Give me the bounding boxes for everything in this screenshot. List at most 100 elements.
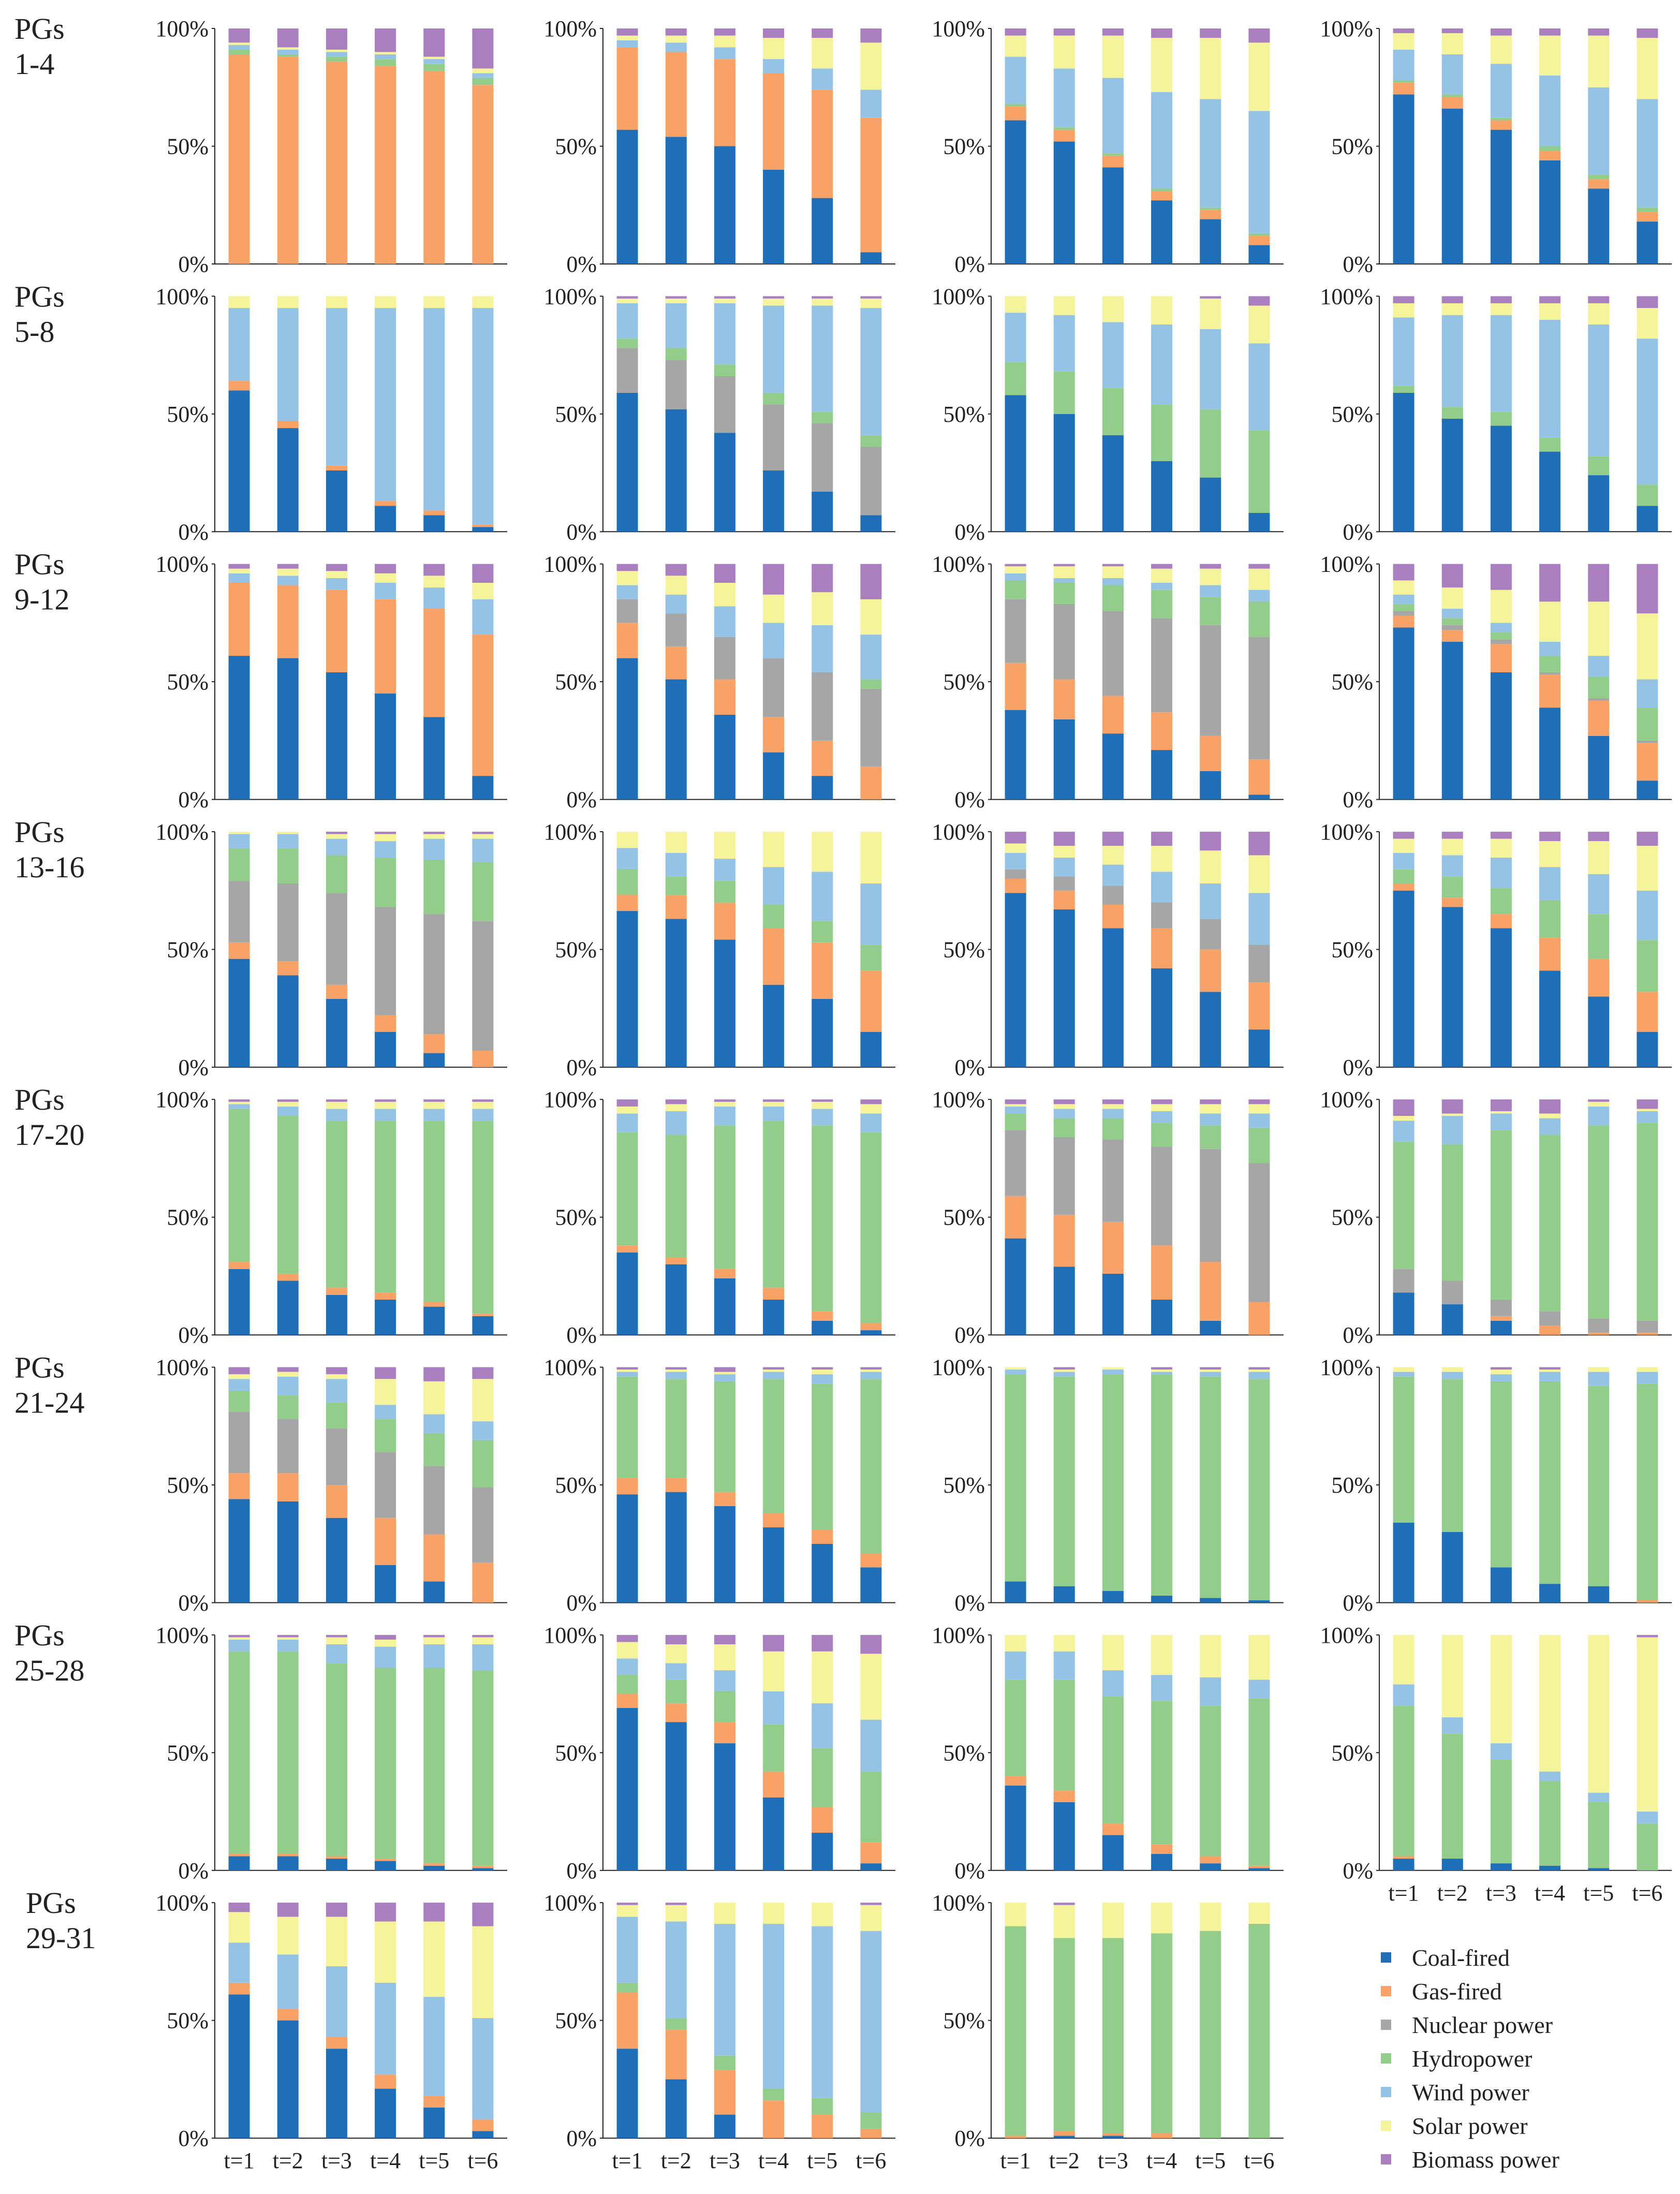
panel-pg-19-bar-t=1-solar-power [1005,1104,1026,1107]
panel-pg-20-ytick-label: 100% [1320,1087,1373,1112]
row-label-8: PGs 29-31 [26,1886,96,1955]
panel-pg-18-bar-t=4-hydropower [763,1121,785,1288]
panel-pg-21-bar-t=6-solar-power [472,1379,494,1422]
panel-pg-21-bar-t=6-wind-power [472,1421,494,1440]
xtick-label-col3: t=5 [1195,2148,1226,2173]
panel-pg-1-bar-t=1-hydropower [228,49,250,55]
panel-pg-28-bar-t=4-wind-power [1539,1771,1561,1781]
panel-pg-8-bar-t=2-solar-power [1441,303,1463,315]
panel-pg-26-bar-t=3-biomass-power [714,1635,735,1644]
panel-pg-21-bar-t=4-solar-power [375,1379,396,1405]
panel-pg-21-bar-t=3-coal-fired [326,1518,347,1603]
panel-pg-19-bar-t=4-biomass-power [1151,1099,1173,1105]
panel-pg-28-bar-t=1-coal-fired [1393,1859,1414,1871]
panel-pg-23-bar-t=1-coal-fired [1005,1581,1026,1603]
panel-pg-16-ytick-label: 50% [1331,937,1373,962]
panel-pg-16-bar-t=5-wind-power [1588,874,1610,915]
panel-pg-10-bar-t=2-wind-power [665,594,687,614]
panel-pg-14-bar-t=1-wind-power [616,848,638,869]
panel-pg-27-bar-t=3-coal-fired [1102,1835,1124,1871]
panel-pg-8-ytick-label: 100% [1320,284,1373,309]
panel-pg-17-bar-t=6-solar-power [472,1101,494,1109]
panel-pg-6-bar-t=1-solar-power [616,298,638,303]
panel-pg-7-bar-t=1-coal-fired [1005,395,1026,532]
panel-pg-15-bar-t=4-solar-power [1151,846,1173,872]
panel-pg-3-bar-t=4-coal-fired [1151,200,1173,264]
panel-pg-29-bar-t=1-wind-power [228,1942,250,1983]
panel-pg-10-bar-t=1-nuclear-power [616,599,638,623]
panel-pg-5-bar-t=6-coal-fired [472,527,494,532]
panel-pg-26-bar-t=5-biomass-power [812,1635,833,1652]
panel-pg-15-bar-t=2-coal-fired [1053,909,1075,1067]
panel-pg-21-bar-t=5-gas-fired [423,1534,445,1582]
panel-pg-28-bar-t=5-solar-power [1588,1635,1610,1793]
panel-pg-27-bar-t=1-solar-power [1005,1635,1026,1652]
panel-pg-13-bar-t=6-wind-power [472,838,494,863]
panel-pg-7-bar-t=5-biomass-power [1200,296,1221,299]
panel-pg-30-bar-t=2-hydropower [665,2018,687,2030]
panel-pg-27-bar-t=1-coal-fired [1005,1786,1026,1871]
panel-pg-18-bar-t=5-biomass-power [812,1099,833,1102]
panel-pg-11-bar-t=1-solar-power [1005,566,1026,573]
panel-pg-3-bar-t=6-biomass-power [1248,28,1270,43]
panel-pg-17-bar-t=2-coal-fired [277,1280,299,1335]
panel-pg-12-bar-t=3-solar-power [1490,590,1512,623]
panel-pg-20-bar-t=6-solar-power [1637,1109,1658,1111]
panel-pg-6-bar-t=3-biomass-power [714,296,735,299]
panel-pg-16-bar-t=2-solar-power [1441,838,1463,856]
panel-pg-11-ytick-label: 0% [954,787,985,813]
panel-pg-3-bar-t=4-hydropower [1151,188,1173,191]
panel-pg-16-bar-t=2-wind-power [1441,855,1463,877]
panel-pg-26-bar-t=1-solar-power [616,1642,638,1659]
panel-pg-29-bar-t=6-gas-fired [472,2119,494,2131]
panel-pg-30-bar-t=3-wind-power [714,1924,735,2056]
panel-pg-31-ytick-label: 50% [943,2008,985,2034]
panel-pg-21-bar-t=5-biomass-power [423,1367,445,1381]
panel-pg-8-ytick-label: 50% [1331,402,1373,427]
xtick-label-col3: t=1 [1000,2148,1031,2173]
panel-pg-15-bar-t=5-wind-power [1200,884,1221,919]
legend-label-solar-power: Solar power [1412,2113,1528,2139]
panel-pg-20-bar-t=3-hydropower [1490,1130,1512,1300]
panel-pg-25-bar-t=2-coal-fired [277,1856,299,1871]
panel-pg-19-bar-t=2-nuclear-power [1053,1137,1075,1215]
panel-pg-17-bar-t=5-solar-power [423,1101,445,1109]
panel-pg-22-bar-t=4-wind-power [763,1372,785,1379]
panel-pg-10-bar-t=6-solar-power [860,599,882,635]
panel-pg-29-bar-t=5-wind-power [423,1997,445,2096]
panel-pg-15-bar-t=3-wind-power [1102,864,1124,886]
panel-pg-7-bar-t=4-hydropower [1151,404,1173,461]
panel-pg-29-bar-t=3-wind-power [326,1966,347,2037]
legend-swatch-wind-power [1381,2087,1391,2097]
panel-pg-2-bar-t=6-biomass-power [860,28,882,43]
panel-pg-9-bar-t=3-wind-power [326,578,347,590]
panel-pg-12-bar-t=5-solar-power [1588,601,1610,656]
panel-pg-25-bar-t=4-hydropower [375,1668,396,1859]
panel-pg-15-bar-t=5-coal-fired [1200,992,1221,1067]
panel-pg-14-bar-t=5-coal-fired [812,998,833,1067]
panel-pg-4-ytick-label: 50% [1331,134,1373,159]
panel-pg-19-bar-t=1-gas-fired [1005,1196,1026,1239]
panel-pg-17-bar-t=3-coal-fired [326,1294,347,1335]
panel-pg-13-ytick-label: 0% [178,1055,209,1080]
panel-pg-24-bar-t=5-hydropower [1588,1386,1610,1586]
panel-pg-28-ytick-label: 0% [1343,1858,1373,1883]
panel-pg-17-ytick-label: 0% [178,1322,209,1348]
panel-pg-6-ytick-label: 0% [566,519,597,544]
panel-pg-16-bar-t=3-solar-power [1490,838,1512,858]
panel-pg-12-bar-t=6-gas-fired [1637,743,1658,781]
panel-pg-31-bar-t=2-hydropower [1053,1938,1075,2131]
panel-pg-31-bar-t=4-solar-power [1151,1903,1173,1934]
panel-pg-10-bar-t=1-biomass-power [616,564,638,571]
panel-pg-21-bar-t=4-nuclear-power [375,1452,396,1518]
panel-pg-11-bar-t=2-gas-fired [1053,679,1075,719]
panel-pg-29-bar-t=6-solar-power [472,1926,494,2019]
panel-pg-6-ytick-label: 100% [543,284,597,309]
panel-pg-19-bar-t=6-nuclear-power [1248,1163,1270,1302]
panel-pg-13-bar-t=4-solar-power [375,834,396,842]
panel-pg-31-bar-t=3-solar-power [1102,1903,1124,1938]
panel-pg-24-bar-t=4-solar-power [1539,1370,1561,1372]
panel-pg-13-bar-t=1-wind-power [228,834,250,848]
panel-pg-7-bar-t=6-hydropower [1248,430,1270,513]
panel-pg-23-bar-t=5-solar-power [1200,1370,1221,1372]
